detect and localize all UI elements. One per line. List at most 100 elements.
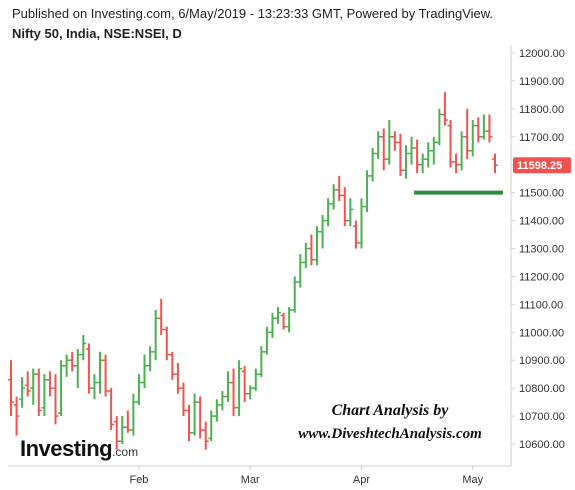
ohlc-bar (24, 371, 31, 397)
ohlc-bar (247, 385, 254, 400)
y-tick: 11200.00 (511, 271, 564, 283)
last-price-label: 11598.25 (517, 160, 562, 172)
ohlc-bar (263, 326, 270, 355)
y-tick: 11700.00 (511, 132, 564, 144)
ohlc-bar (469, 120, 476, 157)
ohlc-bar (58, 360, 65, 417)
ohlc-bar (425, 142, 432, 168)
x-tick: Mar (241, 466, 260, 486)
ohlc-bar (375, 131, 382, 160)
ohlc-bar (313, 226, 320, 266)
y-tick-label: 11700.00 (519, 132, 564, 144)
ohlc-bar (174, 363, 181, 394)
ohlc-bar (419, 153, 426, 174)
y-tick: 11900.00 (511, 76, 564, 88)
ohlc-bar (475, 117, 482, 143)
x-axis: Feb Mar Apr May (129, 466, 484, 486)
ohlc-bar (135, 374, 142, 405)
ohlc-bar (80, 335, 87, 361)
ohlc-bar (202, 421, 209, 450)
x-tick-label: Apr (353, 474, 370, 486)
ohlc-bar (464, 108, 471, 160)
ohlc-bar (141, 354, 148, 389)
ohlc-bar (69, 351, 76, 372)
watermark-line-2: www.DiveshtechAnalysis.com (298, 426, 482, 442)
ohlc-bar (447, 120, 454, 168)
ohlc-bar (191, 393, 198, 436)
ohlc-bar (302, 242, 309, 269)
logo-suffix: .com (112, 445, 139, 459)
ohlc-bar (430, 136, 437, 165)
ohlc-bar (336, 175, 343, 202)
y-axis: 12000.0011900.0011800.0011700.0011600.00… (511, 48, 565, 451)
ohlc-bar (441, 92, 448, 126)
ohlc-bar (124, 410, 131, 433)
ohlc-bar (197, 396, 204, 439)
x-tick-label: May (462, 474, 483, 486)
y-tick: 11500.00 (511, 188, 564, 200)
ohlc-bar (208, 410, 215, 442)
ohlc-bar (236, 360, 243, 417)
x-tick-label: Mar (241, 474, 260, 486)
y-tick: 10800.00 (511, 383, 565, 395)
ohlc-bar (480, 114, 487, 140)
ohlc-bar (41, 374, 48, 417)
y-tick: 11400.00 (511, 216, 564, 228)
ohlc-bar (119, 416, 126, 444)
ohlc-bar (325, 198, 332, 227)
ohlc-bar (358, 198, 365, 249)
y-tick-label: 11500.00 (519, 188, 564, 200)
y-tick-label: 10700.00 (519, 411, 565, 423)
ohlc-bar (35, 368, 42, 417)
y-tick-label: 11200.00 (519, 271, 564, 283)
ohlc-bar (458, 131, 465, 171)
ohlc-bar (13, 396, 20, 436)
y-tick-label: 11300.00 (519, 244, 564, 256)
published-caption: Published on Investing.com, 6/May/2019 -… (12, 6, 494, 21)
ohlc-bar (280, 312, 287, 330)
ohlc-bar (102, 354, 109, 397)
ohlc-bar (436, 108, 443, 146)
ohlc-bar (275, 307, 282, 324)
ohlc-bar (269, 312, 276, 338)
ohlc-bar (252, 368, 259, 391)
ohlc-bar (147, 346, 154, 372)
ohlc-bar (408, 136, 415, 165)
ohlc-bar (186, 404, 193, 442)
ohlc-bar (169, 351, 176, 380)
last-price-badge-box (513, 157, 571, 174)
y-tick: 11300.00 (511, 244, 564, 256)
y-tick: 10900.00 (511, 355, 565, 367)
ohlc-bar (347, 198, 354, 227)
y-tick: 11000.00 (511, 327, 564, 339)
y-tick-label: 10900.00 (519, 355, 565, 367)
ohlc-bar (291, 276, 298, 313)
ohlc-bar (297, 254, 304, 288)
ohlc-bar (85, 343, 92, 394)
ohlc-bar (230, 368, 237, 417)
y-tick-label: 12000.00 (519, 48, 565, 60)
y-tick-label: 11800.00 (519, 104, 564, 116)
ohlc-bar (492, 153, 498, 174)
ohlc-bar (369, 147, 376, 182)
ohlc-bar (91, 374, 98, 400)
ohlc-bar (46, 371, 53, 397)
ohlc-bar (286, 307, 293, 333)
ohlc-bar (386, 120, 393, 165)
ohlc-bar (402, 145, 409, 179)
last-price-badge: 11598.25 (513, 157, 571, 174)
ohlc-bar (308, 234, 315, 266)
ohlc-bar (97, 351, 104, 394)
x-tick-label: Feb (129, 474, 148, 486)
ohlc-bar (380, 128, 387, 171)
ohlc-bar (30, 368, 37, 405)
ohlc-bar (8, 360, 14, 417)
y-tick-label: 11400.00 (519, 216, 564, 228)
ohlc-bar (364, 170, 371, 213)
ohlc-bar (319, 214, 326, 249)
y-tick-label: 11100.00 (519, 299, 563, 311)
x-tick: Feb (129, 466, 148, 486)
investing-logo: Investing.com (20, 436, 138, 462)
ohlc-bar (74, 349, 81, 389)
